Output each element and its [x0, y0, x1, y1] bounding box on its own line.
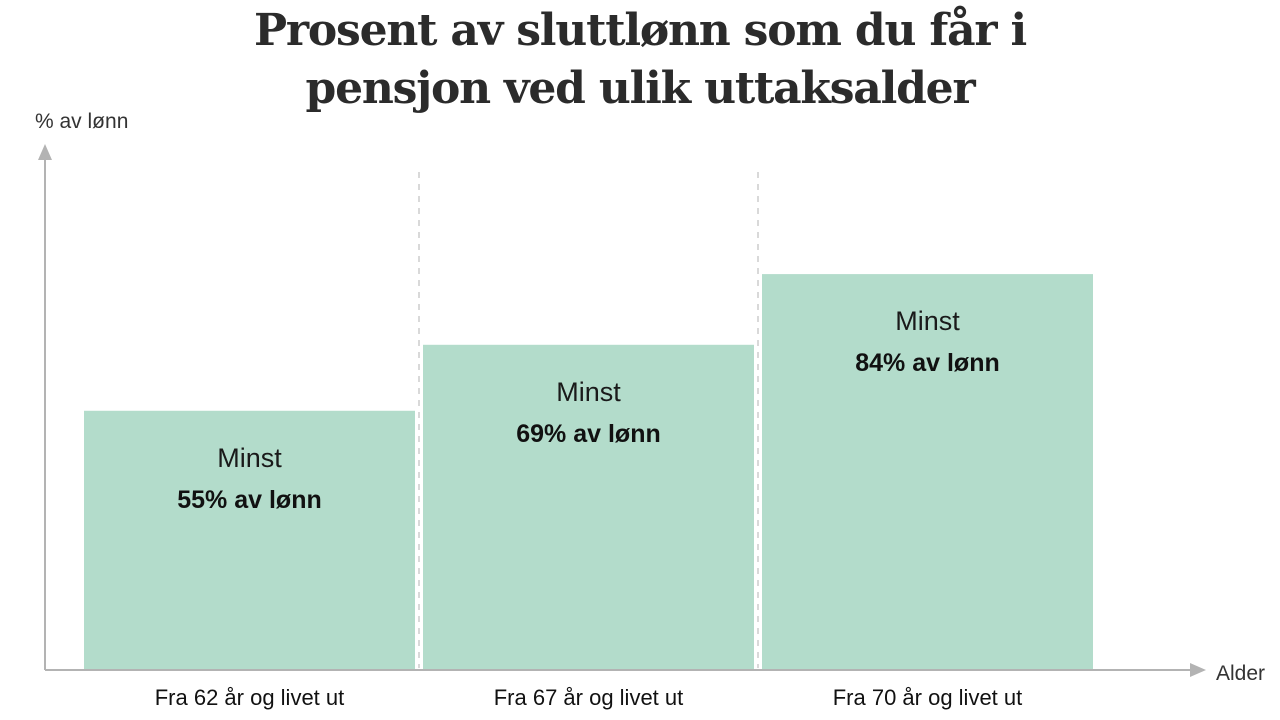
bar-3 — [762, 274, 1093, 670]
category-label-2: Fra 67 år og livet ut — [494, 685, 684, 710]
x-axis-label: Alder — [1216, 662, 1265, 685]
bar-value-label-2: 69% av lønn — [516, 420, 661, 448]
bar-2 — [423, 344, 754, 670]
labels-layer: Minst 55% av lønn Fra 62 år og livet ut Min… — [155, 306, 1023, 710]
y-axis-label: % av lønn — [35, 110, 128, 133]
bar-prefix-label-1: Minst — [217, 443, 282, 473]
bars-layer — [84, 274, 1093, 670]
chart-title: Prosent av sluttlønn som du får i pensjo… — [0, 2, 1280, 118]
x-axis-arrow-icon — [1190, 663, 1206, 677]
category-label-3: Fra 70 år og livet ut — [833, 685, 1023, 710]
bar-prefix-label-2: Minst — [556, 377, 621, 407]
bar-1 — [84, 410, 415, 670]
y-axis-arrow-icon — [38, 144, 52, 160]
chart-title-line-2: pensjon ved ulik uttaksalder — [305, 63, 976, 114]
bar-value-label-1: 55% av lønn — [177, 486, 322, 514]
bar-value-label-3: 84% av lønn — [855, 349, 1000, 377]
category-label-1: Fra 62 år og livet ut — [155, 685, 345, 710]
dividers-layer — [418, 172, 759, 668]
chart-title-line-1: Prosent av sluttlønn som du får i — [253, 5, 1027, 56]
bar-prefix-label-3: Minst — [895, 306, 960, 336]
